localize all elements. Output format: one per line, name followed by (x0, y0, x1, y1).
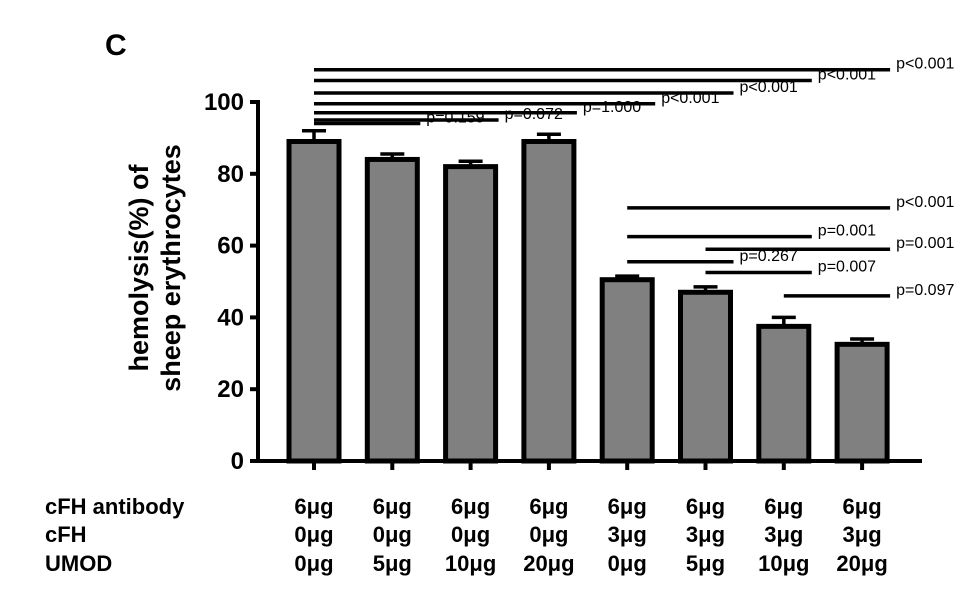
p-value-label: p<0.001 (896, 194, 954, 211)
condition-value: 6μg (686, 494, 725, 519)
condition-table: cFH antibody cFH UMOD 6μg 0μg 0μg 6μg 0μg 5μg 6μg… (45, 494, 888, 576)
p-value-label: p=0.007 (818, 259, 876, 276)
bar (834, 341, 890, 464)
condition-value: 6μg (608, 494, 647, 519)
bar (521, 138, 577, 464)
y-tick-label: 100 (204, 89, 244, 116)
y-tick-label: 20 (217, 376, 244, 403)
condition-row-label: cFH (45, 522, 87, 547)
y-axis-ticks: 0 20 40 60 80 100 (204, 89, 258, 475)
bar (756, 323, 812, 464)
bar (678, 289, 733, 464)
bar (443, 164, 499, 464)
y-tick-label: 80 (217, 161, 244, 188)
condition-value: 20μg (836, 551, 887, 576)
p-value-label: p=0.072 (505, 106, 563, 123)
condition-value: 5μg (373, 551, 412, 576)
p-value-label: p<0.001 (740, 79, 798, 96)
condition-value: 0μg (294, 522, 333, 547)
condition-value: 0μg (529, 522, 568, 547)
panel-letter: C (105, 29, 127, 62)
condition-value: 0μg (608, 551, 647, 576)
axes (256, 100, 922, 470)
condition-value: 10μg (445, 551, 496, 576)
y-axis-title-line2: sheep erythrocytes (156, 144, 186, 392)
p-value-label: p=0.267 (740, 248, 798, 265)
condition-value: 3μg (764, 522, 803, 547)
p-value-label: p<0.001 (818, 66, 876, 83)
condition-value: 6μg (373, 494, 412, 519)
condition-value: 6μg (529, 494, 568, 519)
condition-value: 6μg (451, 494, 490, 519)
p-value-label: p=0.159 (426, 110, 484, 127)
significance-brackets: p<0.001 p<0.001 p<0.001 p<0.001 p=1.000 p=0.0… (314, 56, 954, 299)
condition-value: 6μg (764, 494, 803, 519)
condition-value: 0μg (294, 551, 333, 576)
y-tick-label: 0 (231, 448, 244, 475)
condition-value: 3μg (686, 522, 725, 547)
p-value-label: p=1.000 (583, 99, 641, 116)
condition-value: 6μg (843, 494, 882, 519)
condition-value: 6μg (294, 494, 333, 519)
bar (599, 277, 655, 464)
condition-value: 3μg (608, 522, 647, 547)
y-tick-label: 40 (217, 304, 244, 331)
condition-value: 20μg (523, 551, 574, 576)
condition-value: 0μg (451, 522, 490, 547)
p-value-label: p=0.097 (896, 282, 954, 299)
condition-value: 10μg (758, 551, 809, 576)
p-value-label: p=0.001 (818, 223, 876, 240)
condition-row-label: cFH antibody (45, 494, 185, 519)
y-axis-title: hemolysis(%) of sheep erythrocytes (124, 144, 186, 392)
p-value-label: p=0.001 (896, 235, 954, 252)
bar (286, 138, 342, 464)
bar (364, 156, 420, 464)
condition-value: 3μg (843, 522, 882, 547)
y-tick-label: 60 (217, 233, 244, 260)
condition-row-label: UMOD (45, 551, 112, 576)
y-axis-title-line1: hemolysis(%) of (124, 163, 154, 371)
condition-value: 0μg (373, 522, 412, 547)
p-value-label: p<0.001 (896, 56, 954, 73)
condition-value: 5μg (686, 551, 725, 576)
p-value-label: p<0.001 (661, 90, 719, 107)
